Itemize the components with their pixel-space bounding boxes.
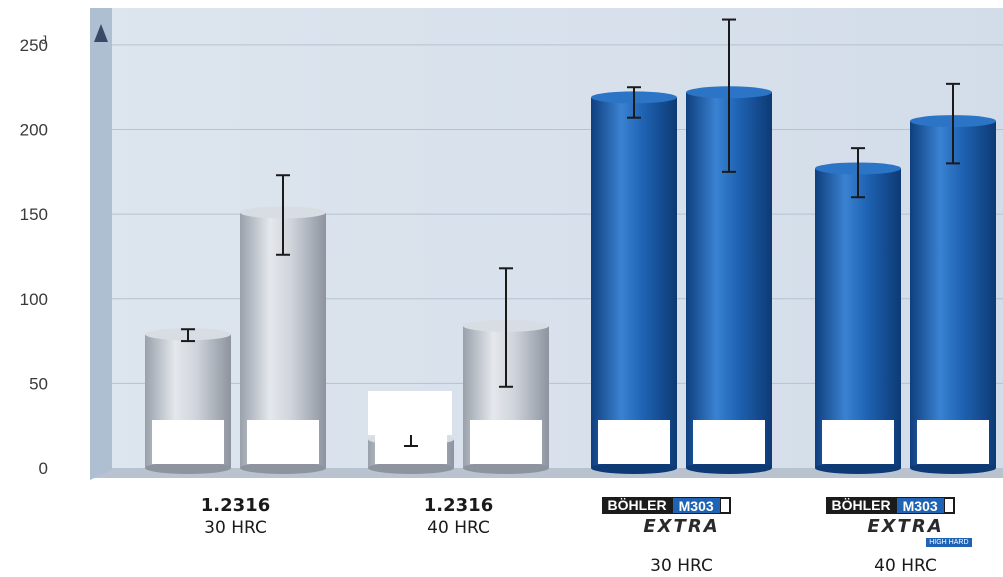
- brand-name: BÖHLER: [825, 497, 897, 514]
- category-name: 1.2316: [200, 495, 271, 516]
- brand-logo: BÖHLER M303 EXTRA HIGH HARD: [825, 497, 986, 547]
- bar-base: [910, 462, 996, 474]
- bar-body: [815, 168, 901, 468]
- bar-body: [910, 121, 996, 469]
- bar-base: [240, 462, 326, 474]
- bar-base: [145, 462, 231, 474]
- error-bar: [722, 18, 736, 173]
- category-label: 1.2316 30 HRC: [136, 495, 336, 538]
- y-axis-strip: [55, 30, 90, 492]
- bar-label-box: [693, 420, 765, 464]
- bar-base: [463, 462, 549, 474]
- bar-label-box: [247, 420, 319, 464]
- y-tick-label: 200: [20, 121, 48, 140]
- y-tick-label: 100: [20, 290, 48, 309]
- y-tick-label: 150: [20, 205, 48, 224]
- category-hardness: 40 HRC: [874, 556, 937, 576]
- bar: [910, 115, 996, 474]
- bar: [591, 91, 677, 474]
- bar-body: [591, 97, 677, 468]
- bar-label-box: [917, 420, 989, 464]
- bar: [815, 162, 901, 474]
- bar-base: [815, 462, 901, 474]
- brand-logo: BÖHLER M303 EXTRA: [601, 497, 762, 537]
- category-label: 1.2316 40 HRC: [359, 495, 559, 538]
- error-bar: [627, 86, 641, 119]
- category-hardness: 40 HRC: [427, 518, 490, 538]
- brand-model: M303: [896, 497, 945, 514]
- bar-label-box: [470, 420, 542, 464]
- error-bar: [276, 174, 290, 256]
- bar-label-box: [152, 420, 224, 464]
- brand-tag: HIGH HARD: [926, 538, 972, 547]
- bar-label-box: [598, 420, 670, 464]
- brand-model: M303: [672, 497, 721, 514]
- bar-base: [368, 462, 454, 474]
- annotation-box: [368, 391, 452, 435]
- y-tick-label: 50: [29, 374, 48, 393]
- bar-label-box: [822, 420, 894, 464]
- bar: [145, 328, 231, 474]
- y-tick-label: 250: [20, 36, 48, 55]
- bar-base: [591, 462, 677, 474]
- error-bar: [851, 147, 865, 199]
- brand-extra: EXTRA: [643, 516, 720, 537]
- y-axis-wall: [90, 8, 112, 480]
- y-tick-label: 0: [39, 459, 48, 478]
- category-name: 1.2316: [423, 495, 494, 516]
- category-hardness: 30 HRC: [204, 518, 267, 538]
- error-bar: [181, 328, 195, 343]
- bar-base: [686, 462, 772, 474]
- y-unit-label: J: [41, 33, 47, 47]
- plot-floor: [90, 468, 1003, 478]
- category-hardness: 30 HRC: [650, 556, 713, 576]
- brand-name: BÖHLER: [601, 497, 673, 514]
- y-axis-arrow: [94, 24, 108, 42]
- error-bar: [946, 82, 960, 165]
- error-bar: [499, 267, 513, 388]
- brand-extra: EXTRA: [867, 516, 944, 537]
